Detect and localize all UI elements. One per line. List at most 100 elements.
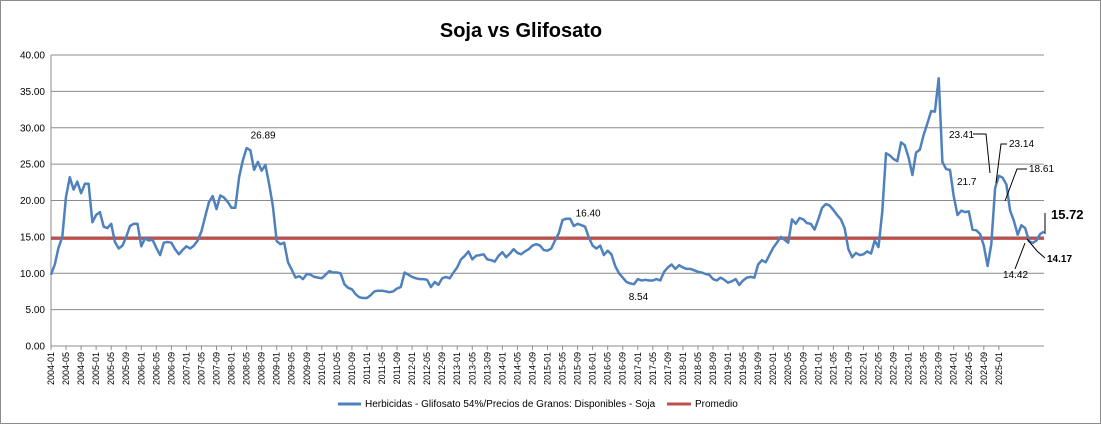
annotation-label: 21.7: [957, 177, 977, 188]
axes: [50, 55, 1044, 347]
y-axis-ticks: 0.00 5.00 10.00 15.00 20.00 25.00 30.00 35.00 40…: [20, 51, 45, 353]
x-tick-label: 2021-09: [843, 352, 853, 385]
x-tick-label: 2017-05: [648, 352, 658, 385]
legend-label-promedio: Promedio: [695, 399, 738, 410]
x-tick-label: 2018-09: [708, 352, 718, 385]
y-tick-label: 25.00: [20, 160, 45, 171]
x-tick-label: 2023-05: [919, 352, 929, 385]
x-tick-label: 2013-09: [482, 352, 492, 385]
x-tick-label: 2005-05: [106, 352, 116, 385]
annotation-leader: [995, 143, 1007, 184]
x-tick-label: 2021-01: [813, 352, 823, 385]
x-tick-label: 2014-09: [527, 352, 537, 385]
x-tick-label: 2011-05: [377, 352, 387, 384]
x-tick-label: 2004-05: [61, 352, 71, 385]
x-tick-label: 2005-01: [91, 352, 101, 385]
x-tick-label: 2019-09: [753, 352, 763, 385]
x-tick-label: 2008-01: [227, 352, 237, 385]
chart-title: Soja vs Glifosato: [440, 20, 602, 42]
x-tick-label: 2024-05: [964, 352, 974, 385]
x-tick-label: 2013-05: [467, 352, 477, 385]
legend-label-glifosato: Herbicidas - Glifosato 54%/Precios de Gr…: [365, 399, 656, 410]
x-tick-label: 2006-05: [151, 352, 161, 385]
annotation-leader: [1004, 168, 1027, 202]
annotation-label: 18.61: [1029, 164, 1054, 175]
x-tick-label: 2024-09: [979, 352, 989, 385]
x-tick-label: 2015-01: [543, 352, 553, 385]
x-tick-label: 2009-05: [287, 352, 297, 385]
x-tick-label: 2007-09: [212, 352, 222, 385]
annotation-label: 15.72: [1051, 207, 1084, 222]
x-tick-label: 2009-01: [272, 352, 282, 385]
x-tick-label: 2019-01: [723, 352, 733, 385]
x-tick-label: 2010-05: [332, 352, 342, 385]
x-tick-label: 2018-01: [678, 352, 688, 385]
x-tick-label: 2011-09: [392, 352, 402, 384]
x-tick-label: 2010-01: [317, 352, 327, 385]
x-tick-label: 2015-09: [573, 352, 583, 385]
y-tick-label: 10.00: [20, 269, 45, 280]
y-tick-label: 30.00: [20, 123, 45, 134]
y-tick-label: 0.00: [26, 342, 46, 353]
x-tick-label: 2021-05: [828, 352, 838, 385]
annotation-label: 14.17: [1047, 254, 1072, 265]
x-axis-ticks: 2004-01 2004-05 2004-09 2005-01 2005-05 2005-…: [46, 346, 1004, 385]
x-tick-label: 2016-05: [603, 352, 613, 385]
x-tick-label: 2018-05: [693, 352, 703, 385]
y-tick-label: 40.00: [20, 51, 45, 62]
y-tick-label: 5.00: [26, 305, 46, 316]
annotation-leader: [1014, 242, 1026, 270]
x-tick-label: 2015-05: [558, 352, 568, 385]
x-tick-label: 2014-01: [497, 352, 507, 385]
annotation-leader: [1026, 238, 1046, 259]
series-group: [49, 77, 1045, 300]
x-tick-label: 2004-09: [76, 352, 86, 385]
x-tick-label: 2025-01: [994, 352, 1004, 385]
x-tick-label: 2013-01: [452, 352, 462, 385]
annotation-label: 8.54: [629, 292, 649, 303]
x-tick-label: 2023-01: [904, 352, 914, 385]
x-tick-label: 2012-05: [422, 352, 432, 385]
x-tick-label: 2007-05: [196, 352, 206, 385]
x-tick-label: 2019-05: [738, 352, 748, 385]
series-line-glifosato: [49, 77, 1045, 300]
annotation-label: 23.41: [949, 130, 974, 141]
x-tick-label: 2006-09: [166, 352, 176, 385]
x-tick-label: 2016-01: [588, 352, 598, 385]
annotation-label: 16.40: [576, 209, 601, 220]
x-tick-label: 2012-01: [407, 352, 417, 385]
x-tick-label: 2005-09: [121, 352, 131, 385]
x-tick-label: 2017-09: [663, 352, 673, 385]
x-tick-label: 2022-09: [889, 352, 899, 385]
x-tick-label: 2022-05: [874, 352, 884, 385]
x-tick-label: 2012-09: [437, 352, 447, 385]
annotation-label: 26.89: [251, 130, 276, 141]
legend: Herbicidas - Glifosato 54%/Precios de Gr…: [338, 399, 738, 410]
annotation-label: 14.42: [1003, 270, 1028, 281]
annotation-leader: [973, 133, 991, 174]
x-tick-label: 2007-01: [181, 352, 191, 385]
y-tick-label: 20.00: [20, 196, 45, 207]
x-tick-label: 2010-09: [347, 352, 357, 385]
x-tick-label: 2016-09: [618, 352, 628, 385]
x-tick-label: 2020-09: [798, 352, 808, 385]
x-tick-label: 2022-01: [858, 352, 868, 385]
x-tick-label: 2020-01: [768, 352, 778, 385]
x-tick-label: 2004-01: [46, 352, 56, 385]
x-tick-label: 2014-05: [512, 352, 522, 385]
annotations: 26.89 16.40 8.54 23.41 23.14 21.7 18.61 14.42 14…: [251, 130, 1084, 303]
x-tick-label: 2008-09: [257, 352, 267, 385]
x-tick-label: 2011-01: [362, 352, 372, 384]
annotation-label: 23.14: [1009, 139, 1034, 150]
gridlines: [51, 54, 1044, 347]
x-tick-label: 2020-05: [783, 352, 793, 385]
y-tick-label: 15.00: [20, 232, 45, 243]
x-tick-label: 2008-05: [242, 352, 252, 385]
x-tick-label: 2024-01: [949, 352, 959, 385]
y-tick-label: 35.00: [20, 87, 45, 98]
x-tick-label: 2023-09: [934, 352, 944, 385]
x-tick-label: 2009-09: [302, 352, 312, 385]
x-tick-label: 2017-01: [633, 352, 643, 385]
